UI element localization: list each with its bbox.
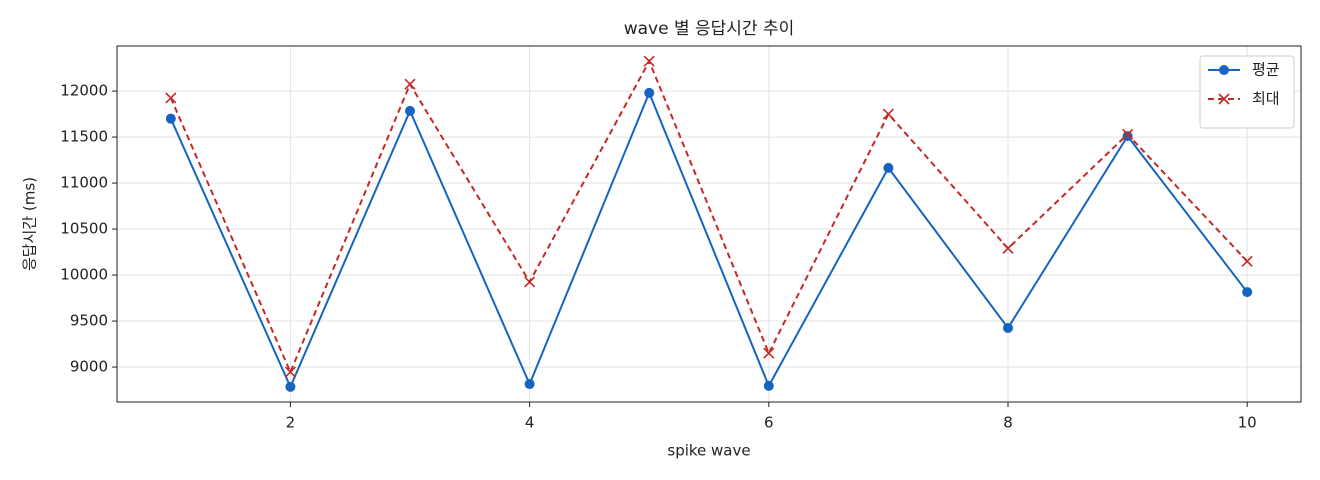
y-tick-label: 12000 [60,82,108,100]
series-line [169,58,1248,375]
marker [883,162,894,173]
x-tick-label: 10 [1238,414,1257,432]
marker [165,113,176,124]
marker [524,276,536,288]
y-tick-label: 10000 [60,266,108,284]
chart-title: wave 별 응답시간 추이 [624,19,795,39]
marker [524,379,535,390]
marker [285,381,296,392]
x-tick-label: 8 [1003,414,1013,432]
marker [1242,287,1253,298]
marker [1002,242,1014,254]
x-tick-label: 2 [286,414,296,432]
marker [1122,128,1134,140]
legend-marker [1218,93,1230,105]
y-tick-label: 10500 [60,220,108,238]
y-tick-label: 9500 [70,312,108,330]
marker [763,347,775,359]
series-line [169,90,1248,390]
plot-frame [116,45,1302,403]
marker [404,78,416,90]
marker [882,108,894,120]
x-axis-label: spike wave [667,442,750,460]
marker [1002,322,1013,333]
y-tick-label: 9000 [70,358,108,376]
marker [643,55,655,67]
y-axis-label: 응답시간 (ms) [21,177,39,271]
marker [405,105,416,116]
legend-box [1199,55,1295,129]
legend-marker [1219,65,1229,75]
legend-label: 최대 [1252,90,1280,108]
y-tick-label: 11000 [60,174,108,192]
marker [1122,131,1133,142]
marker [284,366,296,378]
x-tick-label: 4 [525,414,535,432]
x-tick-label: 6 [764,414,774,432]
legend-label: 평균 [1252,61,1280,79]
marker [763,380,774,391]
marker [1241,255,1253,267]
y-tick-label: 11500 [60,128,108,146]
marker [165,92,177,104]
marker [644,87,655,98]
